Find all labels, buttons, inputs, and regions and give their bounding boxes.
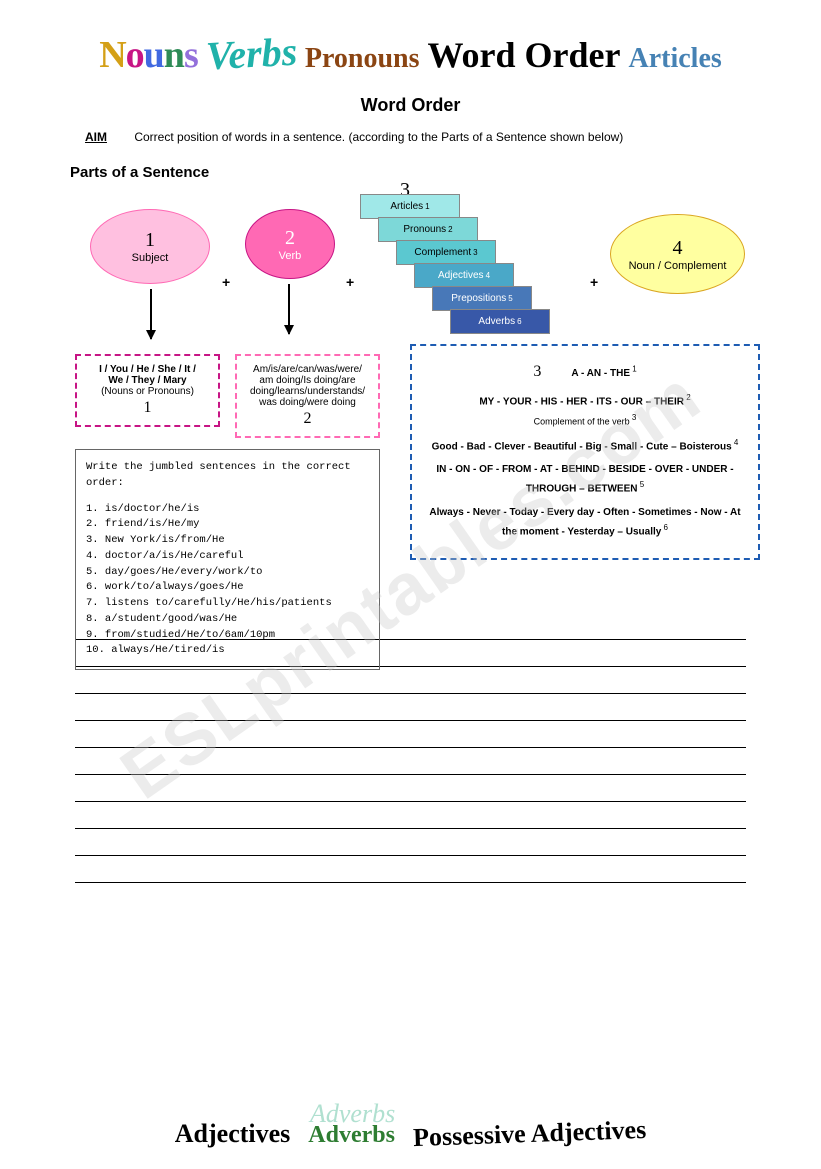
cascade-adjectives: Adjectives4 <box>414 263 514 288</box>
arrow-icon <box>288 284 290 334</box>
box-subject-examples: I / You / He / She / It /We / They / Mar… <box>75 354 220 427</box>
wordart-pronouns: Pronouns <box>305 43 420 75</box>
aim-label: AIM <box>85 130 107 144</box>
ellipse-label: Verb <box>279 250 302 262</box>
wordart-verbs: Verbs <box>205 28 298 80</box>
ellipse-num: 4 <box>673 237 683 260</box>
parts-title: Parts of a Sentence <box>70 164 821 181</box>
header-wordart: Nouns Verbs Pronouns Word Order Articles <box>0 0 821 77</box>
ellipse-noun: 4 Noun / Complement <box>610 214 745 294</box>
plus-icon: + <box>346 274 354 290</box>
ellipse-label: Subject <box>132 252 169 264</box>
cascade-adverbs: Adverbs6 <box>450 309 550 334</box>
page-title: Word Order <box>0 95 821 116</box>
cascade-complement: Complement3 <box>396 240 496 265</box>
exercise-item: 9. from/studied/He/to/6am/10pm <box>86 628 369 644</box>
wordart-possessive: Possessive Adjectives <box>413 1115 647 1153</box>
arrow-icon <box>150 289 152 339</box>
exercise-title: Write the jumbled sentences in the corre… <box>86 460 369 492</box>
writing-line <box>75 855 746 856</box>
exercise-item: 3. New York/is/from/He <box>86 533 369 549</box>
exercise-item: 2. friend/is/He/my <box>86 517 369 533</box>
exercise-item: 7. listens to/carefully/He/his/patients <box>86 596 369 612</box>
exercise-item: 4. doctor/a/is/He/careful <box>86 549 369 565</box>
wordart-nouns: Nouns <box>99 33 198 77</box>
writing-line <box>75 747 746 748</box>
exercise-list: 1. is/doctor/he/is2. friend/is/He/my3. N… <box>86 502 369 660</box>
footer-wordart: Adjectives Adverbs Possessive Adjectives <box>0 1119 821 1149</box>
aim-row: AIM Correct position of words in a sente… <box>85 130 821 144</box>
box-modifiers-examples: 3A - AN - THE 1 MY - YOUR - HIS - HER - … <box>410 344 760 560</box>
cascade-prepositions: Prepositions5 <box>432 286 532 311</box>
writing-line <box>75 720 746 721</box>
exercise-item: 6. work/to/always/goes/He <box>86 580 369 596</box>
exercise-item: 5. day/goes/He/every/work/to <box>86 565 369 581</box>
exercise-box: Write the jumbled sentences in the corre… <box>75 449 380 670</box>
ellipse-num: 1 <box>145 229 155 252</box>
box-verb-examples: Am/is/are/can/was/were/ am doing/Is doin… <box>235 354 380 438</box>
wordart-articles: Articles <box>629 43 722 75</box>
cascade-articles: Articles1 <box>360 194 460 219</box>
ellipse-label: Noun / Complement <box>629 260 727 272</box>
writing-line <box>75 882 746 883</box>
writing-line <box>75 774 746 775</box>
plus-icon: + <box>590 274 598 290</box>
exercise-item: 1. is/doctor/he/is <box>86 502 369 518</box>
ellipse-verb: 2 Verb <box>245 209 335 279</box>
writing-lines <box>75 639 746 883</box>
cascade-pronouns: Pronouns2 <box>378 217 478 242</box>
exercise-item: 8. a/student/good/was/He <box>86 612 369 628</box>
ellipse-num: 2 <box>285 227 295 250</box>
plus-icon: + <box>222 274 230 290</box>
ellipse-subject: 1 Subject <box>90 209 210 284</box>
writing-line <box>75 693 746 694</box>
writing-line <box>75 801 746 802</box>
wordart-adjectives: Adjectives <box>175 1119 291 1149</box>
aim-text: Correct position of words in a sentence.… <box>134 130 623 144</box>
cascade-boxes: Articles1 Pronouns2 Complement3 Adjectiv… <box>360 194 550 334</box>
exercise-item: 10. always/He/tired/is <box>86 643 369 659</box>
wordart-wordorder: Word Order <box>428 34 621 76</box>
wordart-adverbs-footer: Adverbs <box>308 1122 395 1149</box>
writing-line <box>75 828 746 829</box>
